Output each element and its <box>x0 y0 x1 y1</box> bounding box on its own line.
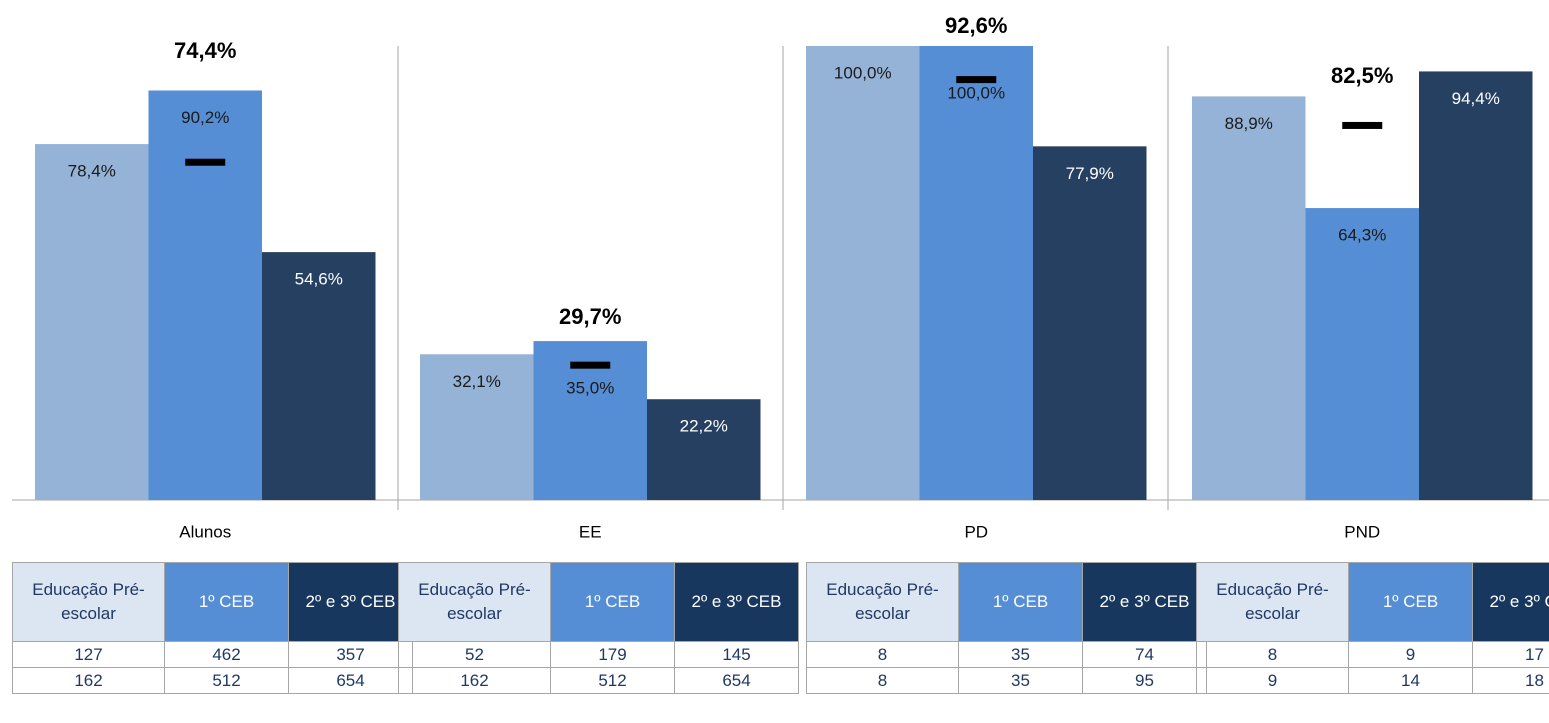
value-label: 90,2% <box>181 108 229 127</box>
bar <box>919 46 1033 500</box>
overall-marker <box>570 361 611 369</box>
overall-marker <box>1342 121 1383 129</box>
header-cell: 1º CEB <box>1348 562 1473 642</box>
value-label: 78,4% <box>68 162 116 181</box>
count-cell: 162 <box>12 667 165 694</box>
header-cell: Educação Pré-escolar <box>398 562 551 642</box>
count-cell: 9 <box>1348 641 1473 668</box>
bar <box>1419 71 1533 500</box>
header-cell: 2º e 3º CEB <box>674 562 799 642</box>
value-label: 22,2% <box>680 417 728 436</box>
overall-marker <box>185 158 226 166</box>
count-cell: 8 <box>1196 641 1349 668</box>
count-cell: 512 <box>550 667 675 694</box>
bar <box>35 144 149 500</box>
header-cell: 2º e 3º CEB <box>1082 562 1207 642</box>
count-cell: 462 <box>164 641 289 668</box>
category-label: EE <box>579 522 602 541</box>
header-cell: Educação Pré-escolar <box>1196 562 1349 642</box>
count-cell: 145 <box>674 641 799 668</box>
chart: 78,4% 90,2% 54,6% 74,4% Alunos 32,1% 35,0% 22,2… <box>12 13 1549 541</box>
bar <box>647 399 761 500</box>
counts-table: Educação Pré-escolar 1º CEB 2º e 3º CEB 127… <box>12 562 413 694</box>
count-cell: 17 <box>1472 641 1549 668</box>
overall-marker <box>956 76 997 84</box>
value-label: 94,4% <box>1452 89 1500 108</box>
header-cell: 2º e 3º CEB <box>288 562 413 642</box>
value-label: 54,6% <box>295 270 343 289</box>
header-cell: 2º e 3º CEB <box>1472 562 1549 642</box>
count-cell: 162 <box>398 667 551 694</box>
value-label: 77,9% <box>1066 164 1114 183</box>
category-label: Alunos <box>179 522 231 541</box>
bar <box>1305 208 1419 500</box>
overall-label: 92,6% <box>945 13 1007 38</box>
count-cell: 8 <box>806 667 959 694</box>
header-cell: Educação Pré-escolar <box>12 562 165 642</box>
header-cell: 1º CEB <box>550 562 675 642</box>
bar <box>1192 96 1306 501</box>
value-label: 100,0% <box>834 63 892 82</box>
count-cell: 357 <box>288 641 413 668</box>
bar <box>1033 146 1147 501</box>
header-cell: Educação Pré-escolar <box>806 562 959 642</box>
count-cell: 127 <box>12 641 165 668</box>
overall-label: 74,4% <box>174 38 236 63</box>
category-label: PD <box>964 522 988 541</box>
count-cell: 52 <box>398 641 551 668</box>
count-cell: 8 <box>806 641 959 668</box>
count-cell: 74 <box>1082 641 1207 668</box>
count-cell: 14 <box>1348 667 1473 694</box>
count-cell: 512 <box>164 667 289 694</box>
bar <box>262 252 376 500</box>
count-cell: 35 <box>958 641 1083 668</box>
bar <box>148 90 262 500</box>
count-cell: 18 <box>1472 667 1549 694</box>
bar <box>420 354 534 500</box>
overall-label: 29,7% <box>559 304 621 329</box>
value-label: 32,1% <box>453 372 501 391</box>
counts-table: Educação Pré-escolar 1º CEB 2º e 3º CEB 8 35… <box>806 562 1207 694</box>
category-label: PND <box>1344 522 1380 541</box>
count-cell: 9 <box>1196 667 1349 694</box>
value-label: 88,9% <box>1225 114 1273 133</box>
value-label: 35,0% <box>566 379 614 398</box>
header-cell: 1º CEB <box>958 562 1083 642</box>
count-cell: 179 <box>550 641 675 668</box>
value-label: 64,3% <box>1338 226 1386 245</box>
count-cell: 654 <box>288 667 413 694</box>
bar <box>806 46 920 500</box>
value-label: 100,0% <box>947 83 1005 102</box>
count-cell: 95 <box>1082 667 1207 694</box>
count-cell: 654 <box>674 667 799 694</box>
count-cell: 35 <box>958 667 1083 694</box>
counts-table: Educação Pré-escolar 1º CEB 2º e 3º CEB 52 1… <box>398 562 799 694</box>
overall-label: 82,5% <box>1331 63 1393 88</box>
header-cell: 1º CEB <box>164 562 289 642</box>
